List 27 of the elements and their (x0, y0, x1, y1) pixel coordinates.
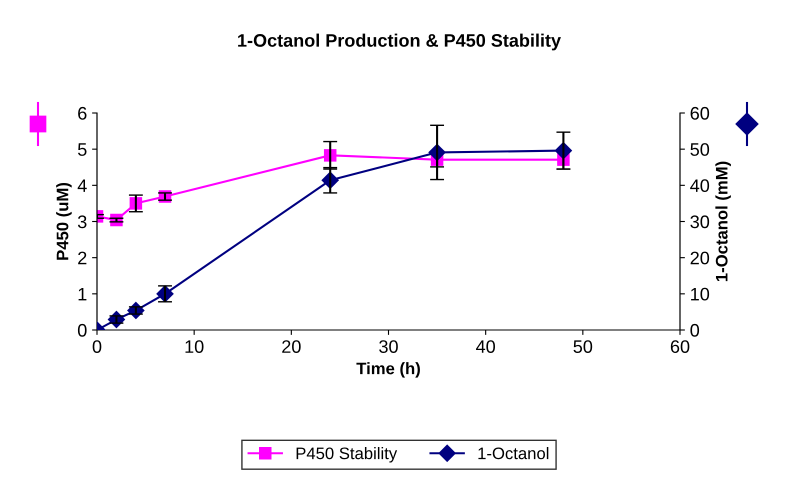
x-tick-label: 30 (379, 340, 398, 353)
y-tick-label: 0 (78, 324, 87, 337)
y2-tick-label: 60 (690, 106, 710, 120)
legend-label: 1-Octanol (478, 447, 548, 460)
y-tick-label: 3 (78, 215, 86, 228)
x-axis-title: Time (h) (356, 362, 420, 378)
x-tick-label: 10 (186, 340, 204, 353)
x-tick-label: 40 (476, 340, 496, 353)
chart-title: 1-Octanol Production & P450 Stability (238, 34, 561, 50)
y2-tick-label: 30 (690, 215, 710, 228)
y-tick-label: 2 (78, 252, 86, 264)
y-tick-label: 4 (78, 179, 87, 192)
legend-label: P450 Stability (296, 447, 398, 463)
x-tick-label: 0 (92, 340, 102, 353)
y2-tick-label: 0 (690, 324, 700, 337)
y-tick-label: 6 (78, 106, 86, 120)
y-tick-label: 1 (78, 288, 86, 300)
y2-tick-label: 50 (690, 143, 710, 156)
x-tick-label: 20 (282, 340, 301, 353)
y2-tick-label: 40 (690, 179, 710, 192)
x-tick-label: 60 (670, 340, 690, 353)
y2-tick-label: 10 (691, 288, 710, 301)
x-tick-label: 50 (574, 340, 592, 353)
y-axis-title: P450 (uM) (56, 182, 72, 260)
y2-axis-title: 1-Octanol (mM) (715, 162, 731, 282)
y2-tick-label: 20 (690, 252, 710, 264)
y-tick-label: 5 (78, 143, 87, 156)
